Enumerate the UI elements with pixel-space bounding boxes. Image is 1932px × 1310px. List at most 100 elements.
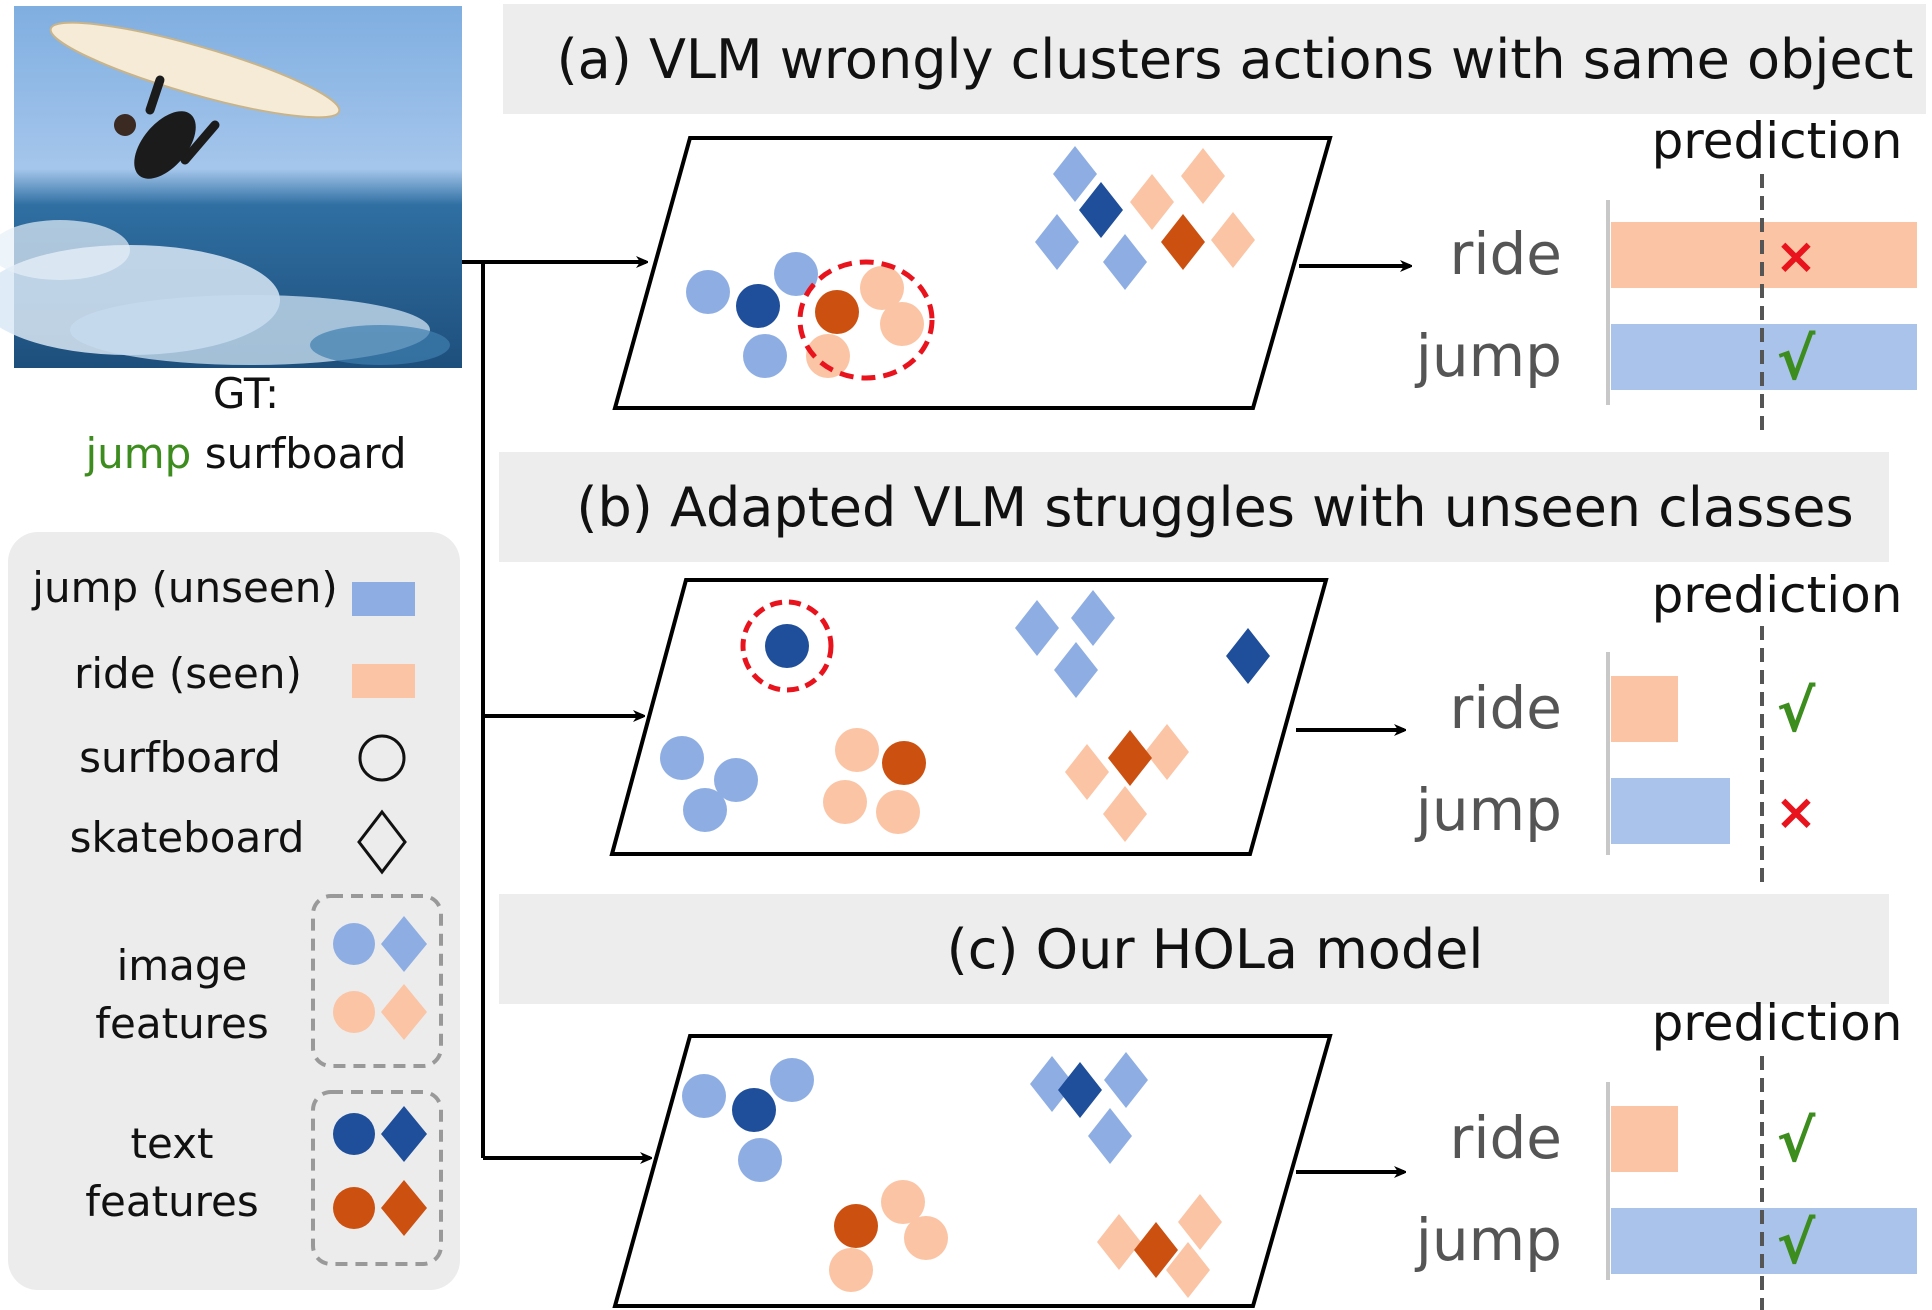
- text-jump-diamond-icon: [381, 1106, 427, 1162]
- jump-image-point: [683, 788, 727, 832]
- ride-text-point: [815, 290, 859, 334]
- surf-photo: [0, 6, 462, 368]
- panel-a-points: [686, 146, 1255, 381]
- jump-image-diamond: [1104, 1052, 1148, 1108]
- unseen-class-ring: [740, 599, 834, 693]
- check-mark-icon: √: [1777, 677, 1816, 745]
- panel-a-title: (a) VLM wrongly clusters actions with sa…: [557, 28, 1914, 91]
- jump-image-diamond: [1030, 1056, 1074, 1112]
- jump-row-label: jump: [1414, 776, 1562, 844]
- legend-text-features-2: features: [85, 1177, 259, 1226]
- panel-c-points: [682, 1052, 1222, 1298]
- legend-ride-label: ride (seen): [74, 649, 302, 698]
- ride-image-point: [904, 1216, 948, 1260]
- jump-image-point: [660, 736, 704, 780]
- jump-image-point: [770, 1058, 814, 1102]
- jump-image-point: [714, 758, 758, 802]
- panel-b-banner: [499, 452, 1889, 562]
- jump-text-point: [732, 1088, 776, 1132]
- legend-jump-label: jump (unseen): [31, 563, 337, 612]
- ride-image-point: [881, 1180, 925, 1224]
- cross-mark-icon: ×: [1775, 783, 1817, 841]
- ride-image-point: [860, 266, 904, 310]
- jump-image-point: [686, 270, 730, 314]
- ride-score-bar: [1611, 676, 1678, 742]
- legend-text-features-1: text: [131, 1119, 214, 1168]
- legend-skateboard-label: skateboard: [70, 813, 305, 862]
- jump-image-point: [774, 252, 818, 296]
- jump-text-point: [736, 284, 780, 328]
- ride-image-point: [876, 790, 920, 834]
- panel-c-banner: [499, 894, 1889, 1004]
- panel-c-title: (c) Our HOLa model: [947, 918, 1484, 981]
- ride-score-bar: [1611, 222, 1917, 288]
- ride-image-diamond: [1097, 1214, 1141, 1270]
- jump-row-label: jump: [1414, 322, 1562, 390]
- panel-b-bars: ride √ jump ×: [1414, 626, 1817, 885]
- image-jump-diamond-icon: [381, 916, 427, 972]
- ride-row-label: ride: [1450, 674, 1562, 742]
- ride-text-diamond: [1134, 1222, 1178, 1278]
- jump-text-diamond: [1079, 182, 1123, 238]
- legend-circle-icon: [358, 734, 406, 782]
- panel-c-embedding-space: [612, 1034, 1333, 1308]
- image-features-box: [311, 894, 443, 1068]
- jump-image-point: [738, 1138, 782, 1182]
- text-features-box: [311, 1090, 443, 1266]
- panel-a-banner: [503, 4, 1926, 114]
- jump-image-diamond: [1015, 600, 1059, 656]
- ride-image-point: [823, 780, 867, 824]
- panel-a-bars: ride × jump √: [1414, 174, 1917, 435]
- gt-object: surfboard: [205, 429, 407, 478]
- jump-image-diamond: [1088, 1108, 1132, 1164]
- image-jump-circle-icon: [333, 923, 375, 965]
- panel-b-points: [660, 590, 1270, 842]
- ride-image-diamond: [1178, 1194, 1222, 1250]
- wrong-cluster-ring: [797, 259, 935, 381]
- ride-image-diamond: [1181, 148, 1225, 204]
- gt-caption: jump surfboard: [84, 429, 406, 478]
- jump-text-diamond: [1058, 1062, 1102, 1118]
- ride-image-diamond: [1211, 212, 1255, 268]
- legend-jump-swatch: [352, 582, 415, 616]
- check-mark-icon: √: [1777, 325, 1816, 393]
- legend: jump (unseen) ride (seen) surfboard skat…: [8, 532, 460, 1290]
- legend-surfboard-label: surfboard: [79, 733, 281, 782]
- jump-row-label: jump: [1414, 1206, 1562, 1274]
- gt-action: jump: [84, 429, 191, 478]
- legend-ride-swatch: [352, 664, 415, 698]
- jump-text-point: [765, 624, 809, 668]
- jump-image-diamond: [1103, 234, 1147, 290]
- jump-image-diamond: [1071, 590, 1115, 646]
- jump-score-bar: [1611, 778, 1730, 844]
- ride-image-diamond: [1166, 1242, 1210, 1298]
- ride-image-diamond: [1130, 174, 1174, 230]
- legend-image-features-1: image: [117, 941, 248, 990]
- ride-row-label: ride: [1450, 220, 1562, 288]
- jump-image-diamond: [1053, 146, 1097, 202]
- ride-row-label: ride: [1450, 1104, 1562, 1172]
- panel-c: (c) Our HOLa model prediction ride √ jump √: [499, 894, 1917, 1310]
- ride-image-diamond: [1103, 786, 1147, 842]
- legend-diamond-icon: [357, 809, 407, 875]
- panel-b: (b) Adapted VLM struggles with unseen cl…: [499, 452, 1902, 885]
- ride-text-diamond: [1161, 214, 1205, 270]
- check-mark-icon: √: [1777, 1107, 1816, 1175]
- panel-c-bars: ride √ jump √: [1414, 1056, 1917, 1310]
- gt-label: GT:: [213, 369, 279, 418]
- jump-image-point: [743, 334, 787, 378]
- panel-a: (a) VLM wrongly clusters actions with sa…: [503, 4, 1926, 435]
- ride-text-point: [834, 1204, 878, 1248]
- cross-mark-icon: ×: [1775, 227, 1817, 285]
- text-ride-diamond-icon: [381, 1180, 427, 1236]
- panel-c-prediction-label: prediction: [1652, 994, 1903, 1052]
- photo-connectors: [462, 262, 650, 1158]
- panel-a-prediction-label: prediction: [1652, 112, 1903, 170]
- ride-image-point: [829, 1248, 873, 1292]
- check-mark-icon: √: [1777, 1209, 1816, 1277]
- ride-score-bar: [1611, 1106, 1678, 1172]
- ride-image-point: [835, 728, 879, 772]
- text-jump-circle-icon: [333, 1113, 375, 1155]
- ride-image-point: [880, 302, 924, 346]
